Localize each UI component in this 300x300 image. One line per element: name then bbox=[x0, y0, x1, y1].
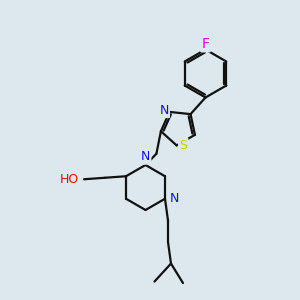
Text: N: N bbox=[169, 192, 179, 205]
Text: S: S bbox=[179, 139, 187, 152]
Text: F: F bbox=[202, 37, 209, 51]
Text: N: N bbox=[159, 104, 169, 117]
Text: N: N bbox=[141, 151, 150, 164]
Text: HO: HO bbox=[59, 173, 79, 186]
